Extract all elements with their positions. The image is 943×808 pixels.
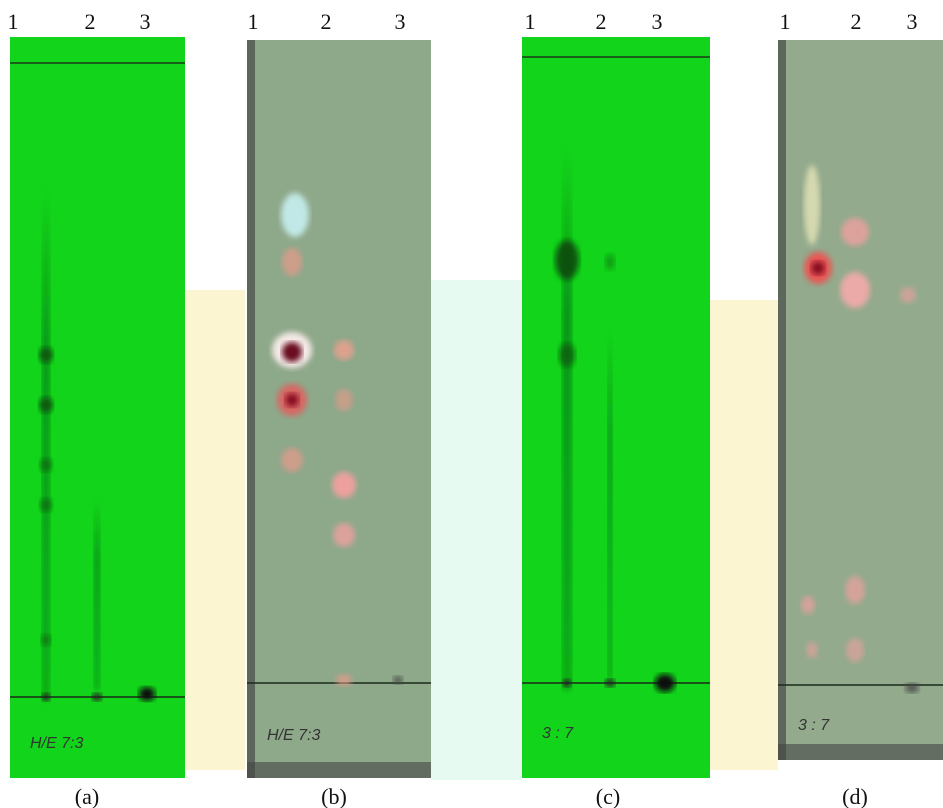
spot [282, 248, 302, 276]
spot [555, 240, 579, 280]
lane-label: 2 [851, 9, 862, 34]
lane-label: 2 [596, 9, 607, 34]
lane-streak [562, 150, 572, 690]
spot [285, 393, 299, 407]
plate-bottom-edge [247, 762, 431, 778]
spot [336, 674, 352, 686]
plate-note: 3 : 7 [542, 725, 574, 742]
spot [39, 397, 53, 413]
spot [334, 340, 354, 360]
lane-label: 2 [85, 9, 96, 34]
lane-label: 3 [140, 9, 151, 34]
lane-streak [94, 500, 100, 690]
spot [840, 272, 870, 308]
spot [811, 261, 825, 275]
spot [900, 287, 916, 303]
spot [41, 634, 51, 646]
spot [42, 693, 50, 701]
panel-caption: (d) [842, 784, 868, 808]
spot [605, 254, 615, 270]
panel-caption: (c) [596, 784, 620, 808]
spot [281, 448, 303, 472]
spot [605, 679, 615, 687]
spot [281, 193, 309, 237]
plate-edge [247, 40, 255, 778]
spot [559, 343, 575, 367]
lane-label: 3 [907, 9, 918, 34]
spot [655, 674, 675, 692]
watermark [185, 280, 778, 780]
spot [801, 596, 815, 614]
spot [841, 218, 869, 246]
plate-background [778, 40, 943, 760]
plate-edge [778, 40, 786, 760]
lane-label: 1 [8, 9, 19, 34]
spot [92, 693, 102, 701]
plate-background [522, 37, 710, 778]
spot [40, 498, 52, 512]
spot [139, 687, 155, 701]
spot [282, 342, 302, 362]
spot [804, 165, 820, 245]
spot [563, 679, 571, 687]
spot [39, 347, 53, 363]
tlc-plate: H/E 7:3 [247, 40, 431, 778]
tlc-plate: 3 : 7 [522, 37, 710, 778]
spot [845, 576, 865, 604]
plate-note: H/E 7:3 [267, 727, 320, 744]
plate-note: H/E 7:3 [30, 735, 83, 752]
lane-streak [607, 330, 613, 680]
panel-caption: (a) [75, 784, 99, 808]
plate-note: 3 : 7 [798, 717, 830, 734]
spot [393, 676, 403, 684]
tlc-plate: H/E 7:3 [10, 37, 185, 778]
plate-bottom-edge [778, 744, 943, 760]
lane-label: 2 [321, 9, 332, 34]
spot [806, 642, 818, 658]
spot [333, 523, 355, 547]
tlc-plate: 3 : 7 [778, 40, 943, 760]
spot [332, 472, 356, 498]
lane-label: 1 [525, 9, 536, 34]
spot [905, 683, 919, 693]
spot [40, 458, 52, 472]
lane-label: 1 [780, 9, 791, 34]
spot [846, 638, 864, 662]
lane-label: 3 [395, 9, 406, 34]
lane-label: 3 [652, 9, 663, 34]
lane-label: 1 [248, 9, 259, 34]
lane-streak [42, 190, 50, 700]
spot [335, 389, 353, 411]
panel-caption: (b) [321, 784, 347, 808]
